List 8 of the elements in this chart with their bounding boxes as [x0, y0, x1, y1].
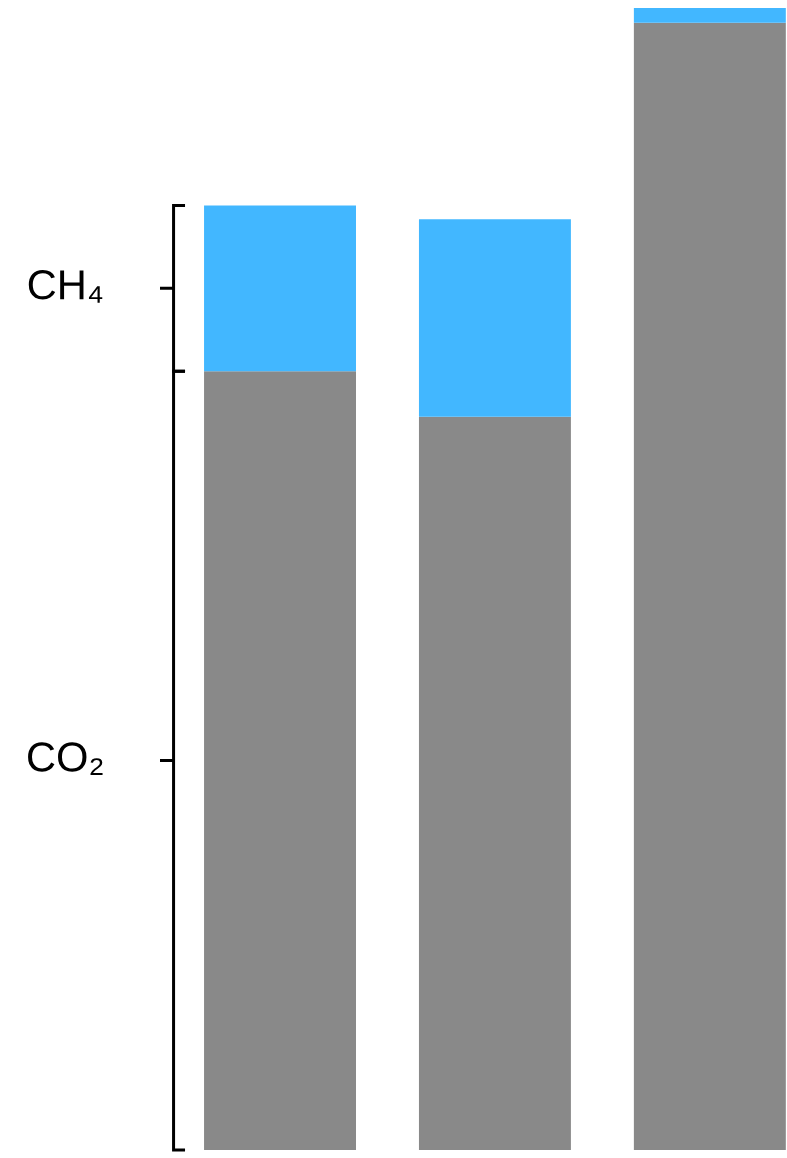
- text: CH₄: [28, 270, 103, 303]
- bar: [204, 371, 356, 1150]
- bar: [204, 205, 356, 372]
- bar: [633, 22, 786, 1150]
- bar: [418, 416, 571, 1150]
- text: CO₂: [28, 742, 103, 775]
- bar: [633, 8, 786, 23]
- bar: [418, 219, 571, 417]
